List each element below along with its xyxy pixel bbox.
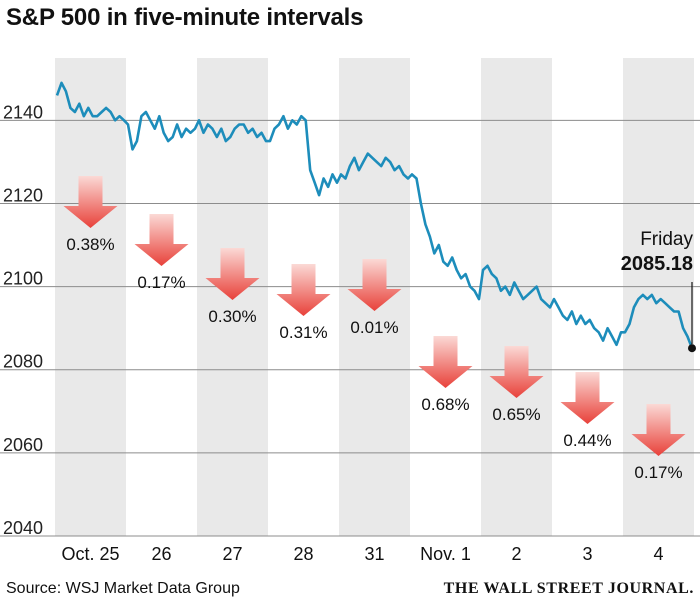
x-tick-label: 2 [511,544,521,564]
y-tick-label: 2100 [3,269,43,289]
down-arrow-2 [205,248,260,300]
annotation-day-label: Friday [640,229,693,250]
down-arrow-7 [560,372,615,424]
endpoint-marker [688,344,696,353]
daily-change-label: 0.65% [492,405,540,424]
daily-change-label: 0.01% [350,318,398,337]
down-arrow-8 [631,404,686,456]
down-arrow-0 [63,176,118,228]
x-tick-label: 27 [222,544,242,564]
x-tick-label: Oct. 25 [61,544,119,564]
annotation-value-label: 2085.18 [621,253,693,275]
daily-change-label: 0.17% [634,463,682,482]
x-tick-label: 28 [293,544,313,564]
daily-change-label: 0.44% [563,431,611,450]
daily-change-label: 0.30% [208,307,256,326]
daily-change-label: 0.17% [137,273,185,292]
y-tick-label: 2080 [3,352,43,372]
publisher-brand: THE WALL STREET JOURNAL. [443,580,694,597]
sp500-series-line [55,81,694,349]
chart-title: S&P 500 in five-minute intervals [6,4,364,31]
daily-change-label: 0.68% [421,395,469,414]
x-tick-label: 4 [653,544,663,564]
down-arrow-1 [134,214,189,266]
y-tick-label: 2140 [3,102,43,122]
down-arrow-6 [489,346,544,398]
x-tick-label: 31 [364,544,384,564]
source-note: Source: WSJ Market Data Group [6,580,240,597]
down-arrow-5 [418,336,473,388]
x-tick-label: Nov. 1 [420,544,471,564]
daily-change-label: 0.38% [66,235,114,254]
y-tick-label: 2060 [3,435,43,455]
x-tick-label: 3 [582,544,592,564]
y-tick-label: 2120 [3,185,43,205]
daily-change-label: 0.31% [279,323,327,342]
x-tick-label: 26 [151,544,171,564]
down-arrow-3 [276,264,331,316]
down-arrow-4 [347,259,402,311]
day-band-8 [623,58,694,536]
day-band-0 [55,58,126,536]
y-tick-label: 2040 [3,518,43,538]
